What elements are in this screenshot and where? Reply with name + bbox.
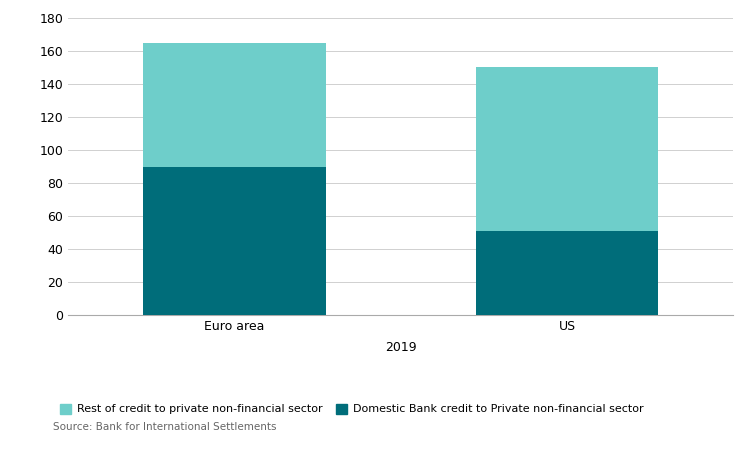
Bar — [143, 166, 326, 315]
Legend: Rest of credit to private non-financial sector, Domestic Bank credit to Private : Rest of credit to private non-financial … — [60, 404, 643, 414]
X-axis label: 2019: 2019 — [385, 341, 417, 354]
Text: Source: Bank for International Settlements: Source: Bank for International Settlemen… — [53, 422, 277, 432]
Bar — [143, 43, 326, 166]
Bar — [476, 231, 658, 315]
Bar — [476, 68, 658, 231]
